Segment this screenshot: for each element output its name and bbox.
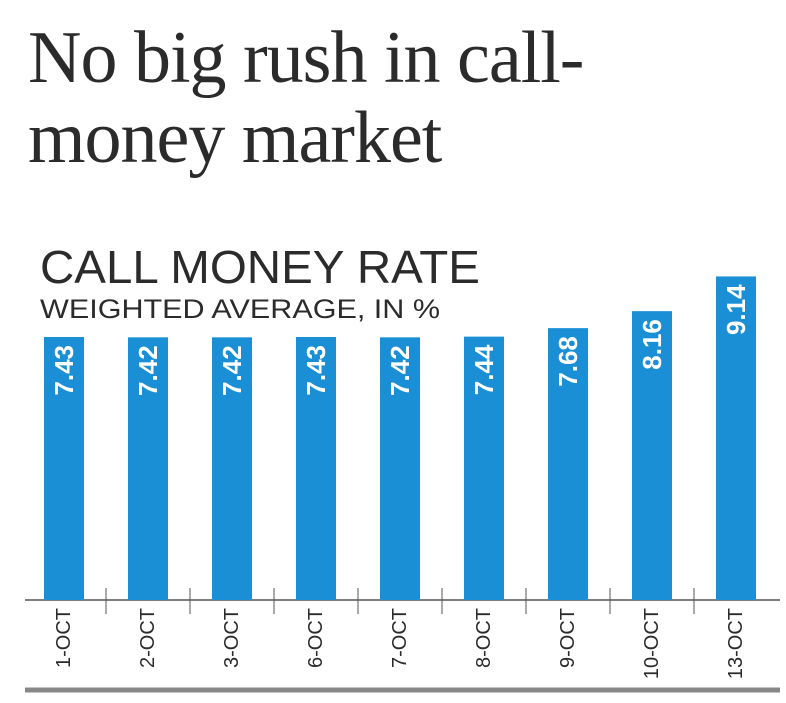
x-tick-label: 10-OCT bbox=[641, 608, 663, 679]
chart-subtitle: CALL MONEY RATE bbox=[40, 241, 480, 293]
value-label: 7.43 bbox=[301, 345, 331, 396]
bar bbox=[464, 336, 504, 600]
value-label: 7.68 bbox=[553, 336, 583, 387]
bar bbox=[632, 311, 672, 600]
x-tick-label: 3-OCT bbox=[221, 608, 243, 668]
value-label: 8.16 bbox=[637, 319, 667, 370]
x-tick-label: 2-OCT bbox=[137, 608, 159, 668]
bar bbox=[296, 336, 336, 600]
bar bbox=[212, 337, 252, 600]
chart-title: No big rush in call-money market bbox=[28, 17, 584, 179]
bar bbox=[716, 276, 756, 600]
x-tick-label: 8-OCT bbox=[473, 608, 495, 668]
value-label: 7.44 bbox=[469, 344, 499, 395]
bar bbox=[380, 337, 420, 600]
bar bbox=[548, 328, 588, 600]
y-axis-label: WEIGHTED AVERAGE, IN % bbox=[40, 294, 440, 324]
value-label: 7.43 bbox=[49, 345, 79, 396]
x-tick-label: 13-OCT bbox=[725, 608, 747, 679]
x-tick-label: 6-OCT bbox=[305, 608, 327, 668]
bar bbox=[44, 336, 84, 600]
x-tick-label: 1-OCT bbox=[53, 608, 75, 668]
value-label: 7.42 bbox=[133, 345, 163, 396]
value-label: 7.42 bbox=[217, 345, 247, 396]
bar bbox=[128, 337, 168, 600]
value-label: 9.14 bbox=[721, 284, 751, 335]
value-label: 7.42 bbox=[385, 345, 415, 396]
x-tick-label: 7-OCT bbox=[389, 608, 411, 668]
x-tick-label: 9-OCT bbox=[557, 608, 579, 668]
